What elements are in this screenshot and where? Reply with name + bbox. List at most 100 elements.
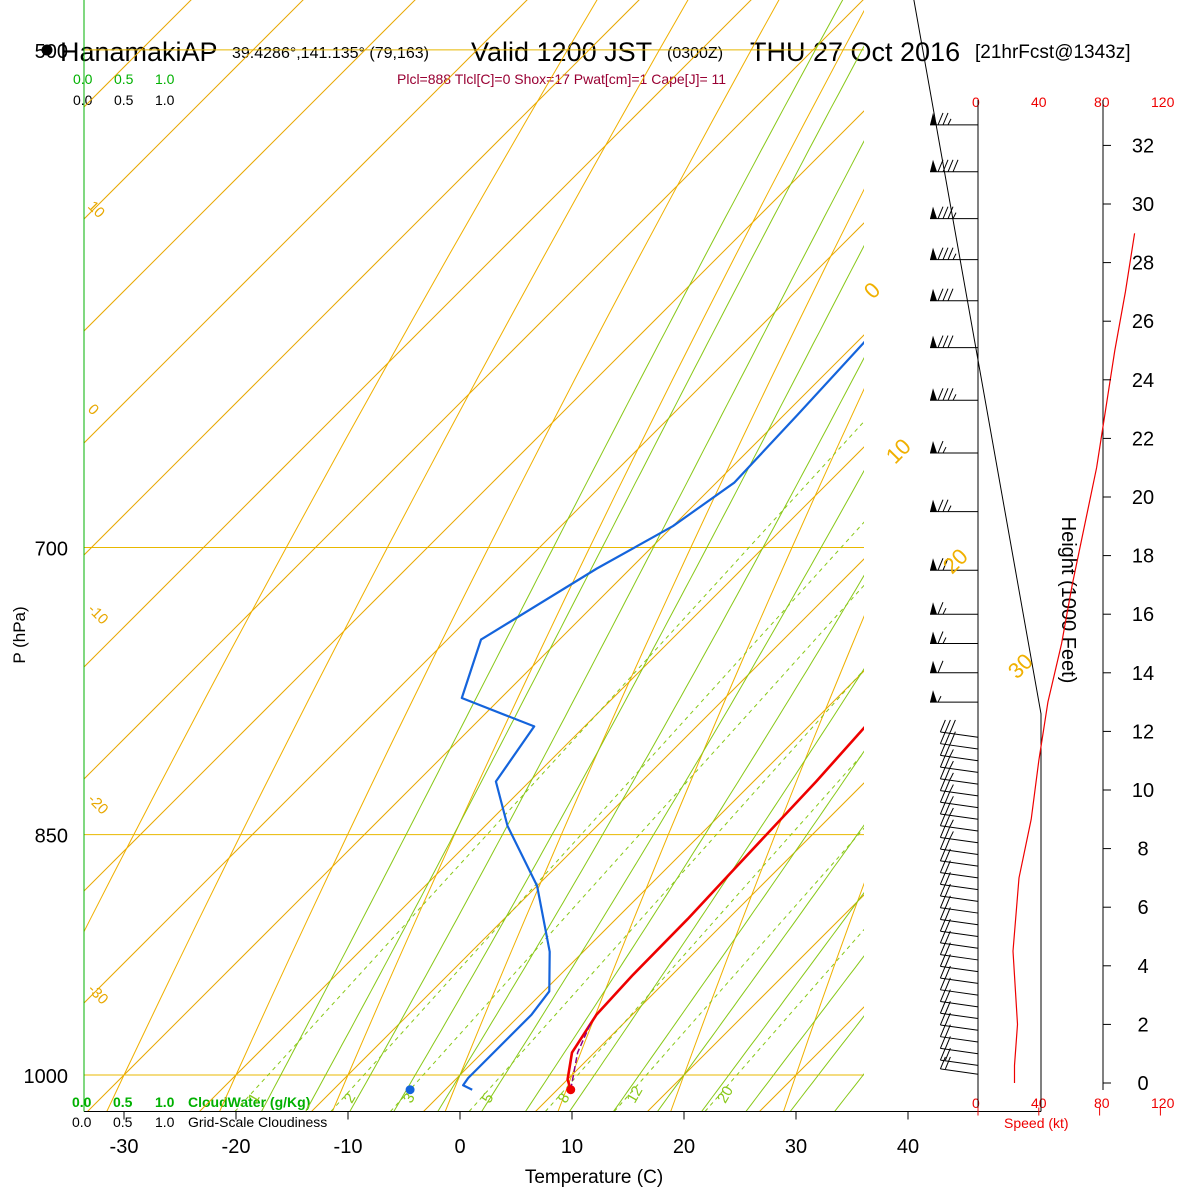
wind-barb-flag — [937, 335, 944, 348]
wind-barb-half-flag — [949, 749, 954, 756]
moist-adiabat-line — [525, 574, 864, 1112]
temperature-tick-label: -10 — [334, 1136, 363, 1158]
height-tick-label: 2 — [1137, 1014, 1148, 1036]
cloudiness-scale-top-1: 0.5 — [114, 92, 134, 108]
cloudiness-scale-top-0: 0.0 — [73, 92, 93, 108]
wind-barb-pennant — [930, 112, 937, 125]
isotherm-line — [84, 222, 864, 1004]
wind-barb-pennant — [930, 660, 937, 673]
wind-barb-flag — [939, 907, 946, 920]
height-tick-label: 16 — [1132, 604, 1154, 626]
wind-barb-flag — [939, 1012, 946, 1026]
height-tick-label: 24 — [1132, 370, 1154, 392]
moist-adiabat-line — [657, 824, 864, 1112]
mixing-ratio-line — [704, 928, 864, 1112]
isotherm-label: 0 — [84, 401, 102, 419]
wind-barb-flag — [937, 660, 944, 673]
wind-barb-pennant — [930, 159, 937, 172]
height-tick-label: 22 — [1132, 428, 1154, 450]
speed-scale-top-1: 40 — [1031, 94, 1047, 110]
wind-barb-flag — [947, 206, 954, 219]
plot-frame — [83, 0, 1104, 1113]
mixing-ratio-label: 5 — [478, 1090, 497, 1106]
wind-barb-staff — [940, 1059, 979, 1066]
wind-barb-flag — [939, 883, 946, 897]
dry-adiabat-label: 20 — [938, 544, 973, 579]
wind-barb-half-flag — [949, 819, 954, 826]
speed-axis-label: Speed (kt) — [1004, 1115, 1069, 1131]
wind-barb-staff — [940, 860, 979, 867]
wind-barb-flag — [939, 1056, 946, 1070]
moist-adiabat-line — [261, 0, 844, 1112]
wind-barb-flag — [939, 813, 946, 826]
height-tick-label: 28 — [1132, 253, 1154, 275]
wind-barb-half-flag — [949, 772, 954, 780]
wind-barb-half-flag — [942, 637, 947, 644]
wind-barb-flag — [939, 872, 946, 885]
wind-barb-flag — [939, 965, 946, 979]
wind-barb-flag — [942, 288, 949, 301]
dry-adiabat-line — [331, 9, 864, 1112]
isotherm-line — [84, 0, 528, 444]
speed-scale-bottom-1: 40 — [1031, 1095, 1047, 1111]
wind-barb-pennant — [930, 631, 937, 644]
temperature-tick-label: 20 — [673, 1136, 695, 1158]
temperature-tick-label: 0 — [454, 1136, 465, 1158]
wind-barb-staff — [940, 813, 979, 820]
plot-right-border — [913, 0, 1042, 1112]
wind-barb-flag — [939, 790, 946, 803]
wind-barb-half-flag — [952, 212, 957, 219]
speed-scale-top-2: 80 — [1094, 94, 1110, 110]
wind-barb-staff — [940, 754, 979, 762]
background-grid — [0, 0, 1200, 1112]
wind-barb-flag — [939, 719, 946, 733]
speed-scale-bottom-2: 80 — [1094, 1095, 1110, 1111]
wind-barb-flag — [937, 288, 944, 301]
wind-barb-staff — [940, 907, 979, 914]
isotherm-label: -20 — [84, 791, 111, 818]
wind-barb-flag — [949, 719, 956, 733]
wind-barb-staff — [940, 965, 979, 973]
cloud-water-scale-bottom-0: 0.0 — [72, 1094, 92, 1110]
wind-barb-half-flag — [949, 807, 954, 815]
height-tick-label: 8 — [1137, 839, 1148, 861]
wind-barb-staff — [940, 1012, 979, 1020]
valid-time: Valid 1200 JST — [471, 37, 652, 67]
wind-barb-half-flag — [947, 118, 952, 126]
moist-adiabat-line — [569, 668, 864, 1112]
wind-barb-flag — [942, 388, 949, 401]
isotherm-line — [87, 334, 864, 1112]
moist-adiabat-line — [612, 750, 864, 1112]
wind-barb-staff — [940, 918, 979, 926]
wind-barb-flag — [947, 288, 954, 301]
mixing-ratio-label: 20 — [714, 1083, 737, 1106]
moist-adiabat-line — [481, 469, 864, 1112]
wind-barb — [939, 719, 979, 738]
wind-barb — [930, 206, 978, 220]
wind-barb-staff — [940, 872, 979, 879]
isotherm-line — [535, 782, 864, 1112]
wind-barb-flag — [942, 159, 949, 172]
wind-barb — [939, 778, 979, 797]
height-tick-label: 20 — [1132, 487, 1154, 509]
wind-barb-flag — [939, 942, 946, 955]
wind-barb — [930, 335, 978, 349]
wind-barb-pennant — [930, 690, 937, 703]
height-tick-label: 14 — [1132, 663, 1154, 685]
height-tick-label: 32 — [1132, 135, 1154, 157]
pressure-tick-label: 1000 — [24, 1066, 69, 1088]
wind-barb-staff — [940, 778, 979, 785]
wind-barb-half-flag — [949, 796, 954, 803]
wind-barb-pennant — [930, 247, 937, 260]
wind-barb-flag — [942, 206, 949, 219]
temperature-tick-label: -20 — [222, 1136, 251, 1158]
isotherm-line — [983, 0, 1200, 1112]
wind-barb-pennant — [930, 558, 937, 571]
wind-barb-staff — [940, 1036, 979, 1043]
mixing-ratio-label: 12 — [623, 1083, 646, 1106]
wind-barb-pennant — [930, 206, 937, 219]
wind-barb-flag — [947, 159, 954, 172]
wind-barb-flag — [939, 1024, 946, 1037]
isotherm-line — [0, 0, 942, 1112]
wind-barb — [930, 288, 978, 302]
